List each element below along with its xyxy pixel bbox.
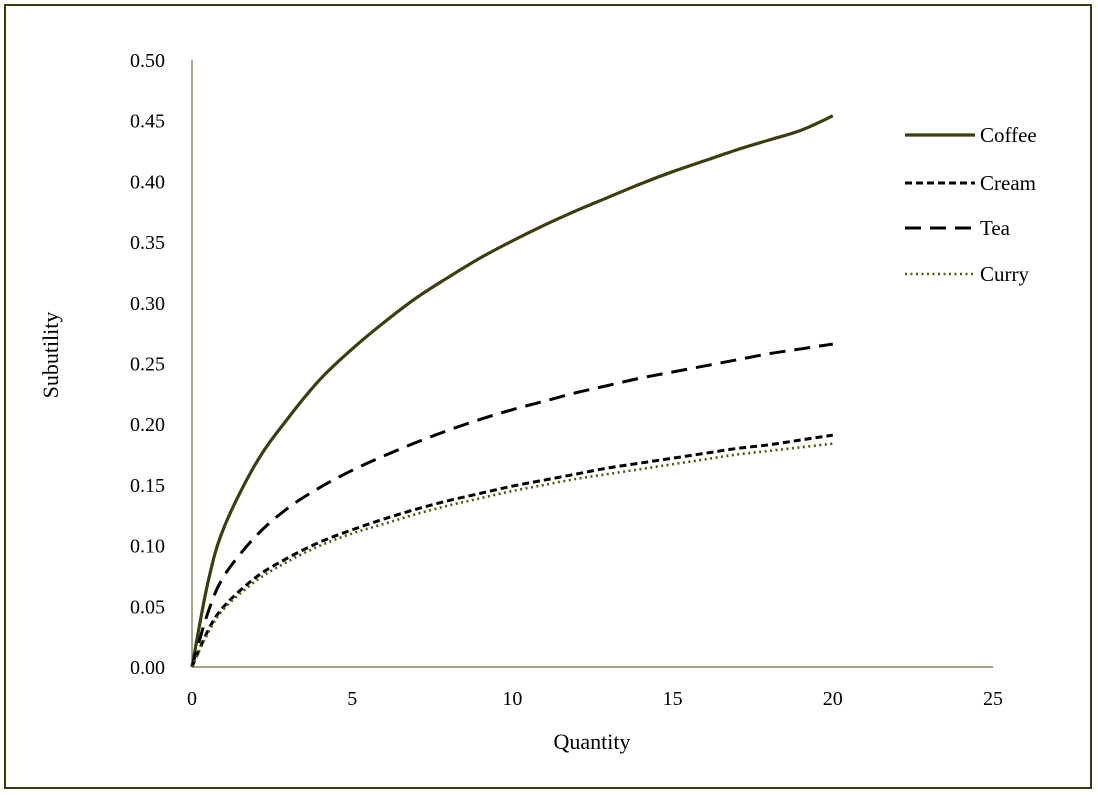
x-tick-label: 20 (823, 688, 843, 710)
x-tick-label: 5 (347, 688, 357, 710)
y-tick-label: 0.35 (130, 232, 165, 254)
y-tick-label: 0.45 (130, 111, 165, 133)
y-tick-label: 0.00 (130, 657, 165, 679)
y-axis-label: Subutility (38, 312, 63, 399)
series-line-tea (190, 342, 834, 668)
legend-label-coffee: Coffee (980, 123, 1037, 147)
x-tick-label: 10 (502, 688, 522, 710)
y-tick-label: 0.40 (130, 171, 165, 193)
x-tick-label: 15 (663, 688, 683, 710)
x-axis: 0 5 10 15 20 25 (187, 666, 1003, 710)
y-tick-label: 0.30 (130, 293, 165, 315)
series-line-coffee (190, 114, 834, 668)
y-tick-label: 0.50 (130, 50, 165, 72)
legend: Coffee Cream Tea Curry (905, 123, 1037, 286)
y-axis: 0.00 0.05 0.10 0.15 0.20 0.25 0.30 0.35 0.40 0.45… (130, 50, 193, 679)
x-tick-label: 0 (187, 688, 197, 710)
legend-label-curry: Curry (980, 262, 1029, 286)
y-tick-label: 0.05 (130, 596, 165, 618)
x-axis-label: Quantity (554, 729, 631, 754)
series-line-curry (190, 442, 833, 668)
y-tick-label: 0.20 (130, 414, 165, 436)
y-tick-label: 0.25 (130, 354, 165, 376)
series-lines (190, 114, 834, 668)
series-line-cream (190, 433, 834, 668)
legend-label-tea: Tea (980, 216, 1011, 240)
x-tick-label: 25 (983, 688, 1003, 710)
y-tick-label: 0.10 (130, 536, 165, 558)
legend-label-cream: Cream (980, 171, 1036, 195)
y-tick-label: 0.15 (130, 475, 165, 497)
